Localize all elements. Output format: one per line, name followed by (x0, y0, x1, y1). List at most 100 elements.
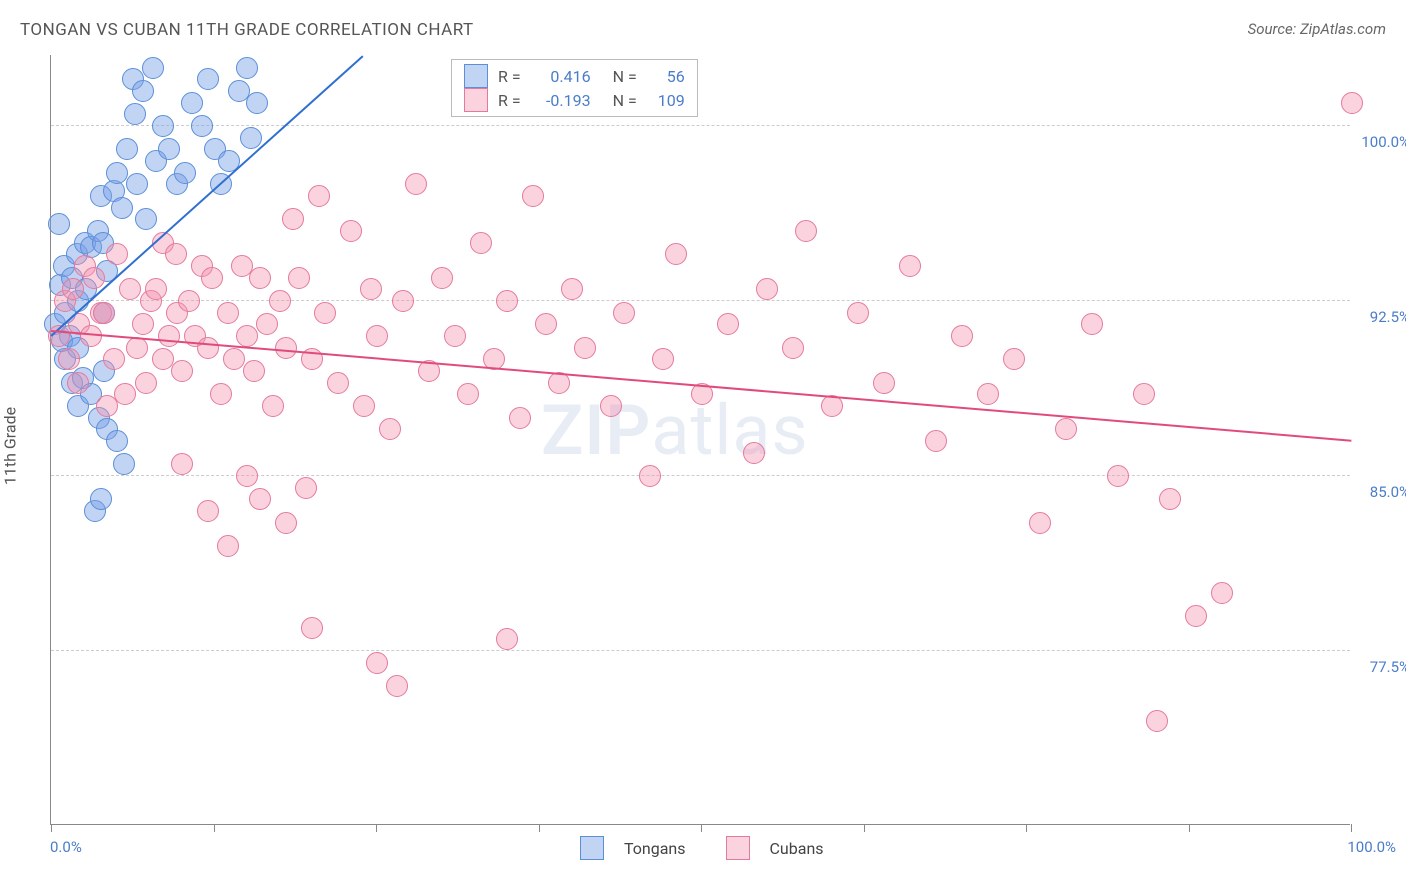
data-point (113, 453, 135, 475)
data-point (652, 348, 674, 370)
data-point (1029, 512, 1051, 534)
x-tick (214, 824, 215, 832)
data-point (197, 500, 219, 522)
data-point (665, 243, 687, 265)
data-point (90, 488, 112, 510)
data-point (269, 290, 291, 312)
data-point (496, 290, 518, 312)
data-point (444, 325, 466, 347)
trendline (51, 330, 1351, 442)
data-point (116, 138, 138, 160)
tongans-label: Tongans (624, 839, 686, 858)
data-point (314, 302, 336, 324)
data-point (126, 337, 148, 359)
data-point (158, 138, 180, 160)
data-point (353, 395, 375, 417)
legend-row: R = 0.416N = 56 (464, 64, 685, 88)
correlation-legend: R = 0.416N = 56R = -0.193N = 109 (451, 59, 698, 117)
data-point (366, 325, 388, 347)
data-point (275, 512, 297, 534)
data-point (106, 162, 128, 184)
data-point (240, 127, 262, 149)
data-point (951, 325, 973, 347)
legend-n-label: N = (613, 91, 637, 110)
gridline (51, 300, 1350, 301)
cubans-swatch (726, 836, 750, 860)
data-point (392, 290, 414, 312)
data-point (119, 278, 141, 300)
tongans-swatch (580, 836, 604, 860)
data-point (201, 267, 223, 289)
data-point (295, 477, 317, 499)
data-point (158, 325, 180, 347)
data-point (457, 383, 479, 405)
chart-title: TONGAN VS CUBAN 11TH GRADE CORRELATION C… (20, 20, 474, 40)
data-point (1341, 92, 1363, 114)
data-point (126, 173, 148, 195)
data-point (236, 57, 258, 79)
x-tick (1351, 824, 1352, 832)
data-point (152, 115, 174, 137)
data-point (152, 348, 174, 370)
x-tick (51, 824, 52, 832)
data-point (431, 267, 453, 289)
data-point (181, 92, 203, 114)
legend-n-value: 56 (647, 67, 685, 86)
data-point (197, 337, 219, 359)
y-tick-label: 77.5% (1370, 658, 1406, 676)
data-point (574, 337, 596, 359)
data-point (288, 267, 310, 289)
data-point (977, 383, 999, 405)
data-point (639, 465, 661, 487)
source-attribution: Source: ZipAtlas.com (1248, 20, 1386, 38)
data-point (210, 383, 232, 405)
data-point (308, 185, 330, 207)
x-tick (1189, 824, 1190, 832)
legend-swatch (464, 88, 488, 112)
x-tick (864, 824, 865, 832)
data-point (217, 302, 239, 324)
legend-n-value: 109 (647, 91, 685, 110)
data-point (142, 57, 164, 79)
data-point (522, 185, 544, 207)
data-point (1055, 418, 1077, 440)
data-point (124, 103, 146, 125)
series-legend: Tongans Cubans (580, 836, 824, 860)
data-point (1159, 488, 1181, 510)
data-point (327, 372, 349, 394)
data-point (83, 267, 105, 289)
data-point (1107, 465, 1129, 487)
data-point (1211, 582, 1233, 604)
data-point (470, 232, 492, 254)
data-point (171, 453, 193, 475)
data-point (509, 407, 531, 429)
data-point (600, 395, 622, 417)
gridline (51, 125, 1350, 126)
data-point (236, 465, 258, 487)
data-point (236, 325, 258, 347)
data-point (178, 290, 200, 312)
data-point (756, 278, 778, 300)
data-point (561, 278, 583, 300)
data-point (899, 255, 921, 277)
data-point (223, 348, 245, 370)
data-point (1146, 710, 1168, 732)
data-point (1081, 313, 1103, 335)
y-axis-label: 11th Grade (1, 407, 20, 485)
data-point (197, 68, 219, 90)
plot-area: ZIPatlas 77.5%85.0%92.5%100.0% R = 0.416… (50, 55, 1350, 825)
data-point (1185, 605, 1207, 627)
data-point (262, 395, 284, 417)
data-point (174, 162, 196, 184)
x-axis-min-label: 0.0% (50, 838, 82, 856)
data-point (135, 372, 157, 394)
x-tick (1026, 824, 1027, 832)
y-tick-label: 92.5% (1370, 308, 1406, 326)
data-point (873, 372, 895, 394)
legend-r-label: R = (498, 91, 521, 110)
legend-n-label: N = (613, 67, 637, 86)
data-point (249, 267, 271, 289)
data-point (191, 115, 213, 137)
data-point (93, 302, 115, 324)
data-point (48, 213, 70, 235)
